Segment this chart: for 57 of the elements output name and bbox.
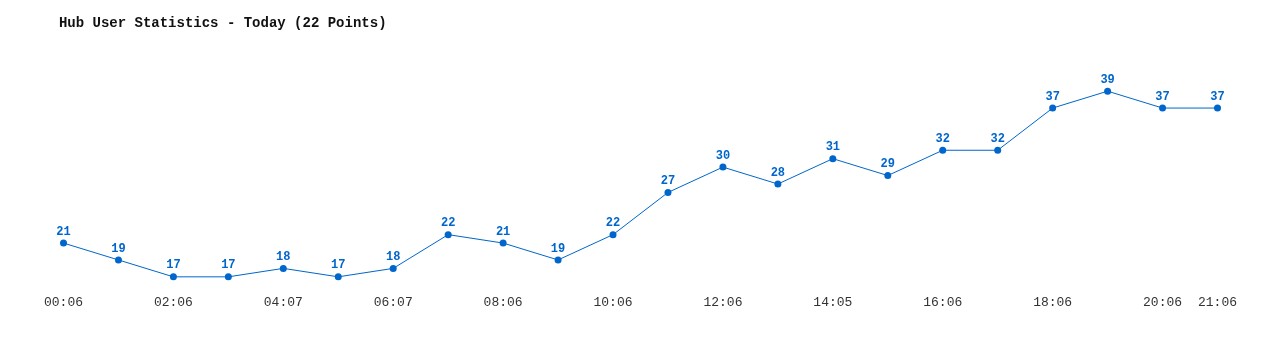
point [994,146,1002,154]
x-tick-label: 18:06 [1033,295,1073,310]
data-label: 17 [166,258,181,273]
point [1104,87,1112,95]
data-label: 21 [495,224,511,239]
data-label: 19 [550,241,566,256]
point [939,146,947,154]
x-tick-label: 04:07 [263,295,303,310]
point [1049,104,1057,112]
data-label: 37 [1045,89,1060,104]
point [609,231,617,239]
point [389,264,397,272]
data-label: 17 [221,258,236,273]
point [279,264,287,272]
x-tick-label: 12:06 [703,295,743,310]
data-label: 39 [1100,72,1115,87]
x-tick-label: 14:05 [813,295,853,310]
point [169,273,177,281]
data-label: 37 [1210,89,1225,104]
point [664,188,672,196]
point [1214,104,1221,112]
chart-title: Hub User Statistics - Today (22 Points) [58,15,387,32]
x-tick-label: 20:06 [1143,295,1183,310]
data-label: 18 [386,250,401,265]
point [334,273,342,281]
data-label: 29 [880,157,895,172]
data-label: 27 [660,174,676,189]
data-label: 22 [440,216,456,231]
data-label: 19 [111,241,126,256]
point [224,273,232,281]
point [60,239,67,247]
data-label: 32 [935,131,950,146]
data-label: 18 [276,250,291,265]
data-label: 37 [1155,89,1170,104]
data-label: 22 [605,216,621,231]
x-tick-label: 08:06 [483,295,523,310]
x-tick-label: 02:06 [153,295,193,310]
point [1159,104,1167,112]
x-tick-label: 06:07 [373,295,413,310]
x-tick-label: 16:06 [923,295,963,310]
x-tick-label: 00:06 [43,295,84,310]
data-label: 17 [331,258,346,273]
data-label: 32 [990,131,1005,146]
x-tick-label: 10:06 [593,295,633,310]
x-tick-label: 21:06 [1197,295,1238,310]
point [774,180,782,188]
data-label: 31 [825,140,841,155]
point [884,172,892,180]
point [114,256,122,264]
point [719,163,727,171]
data-label: 21 [56,224,71,239]
point [499,239,507,247]
point [829,155,837,163]
point [554,256,562,264]
point [444,231,452,239]
data-label: 30 [715,148,731,163]
data-label: 28 [770,165,786,180]
